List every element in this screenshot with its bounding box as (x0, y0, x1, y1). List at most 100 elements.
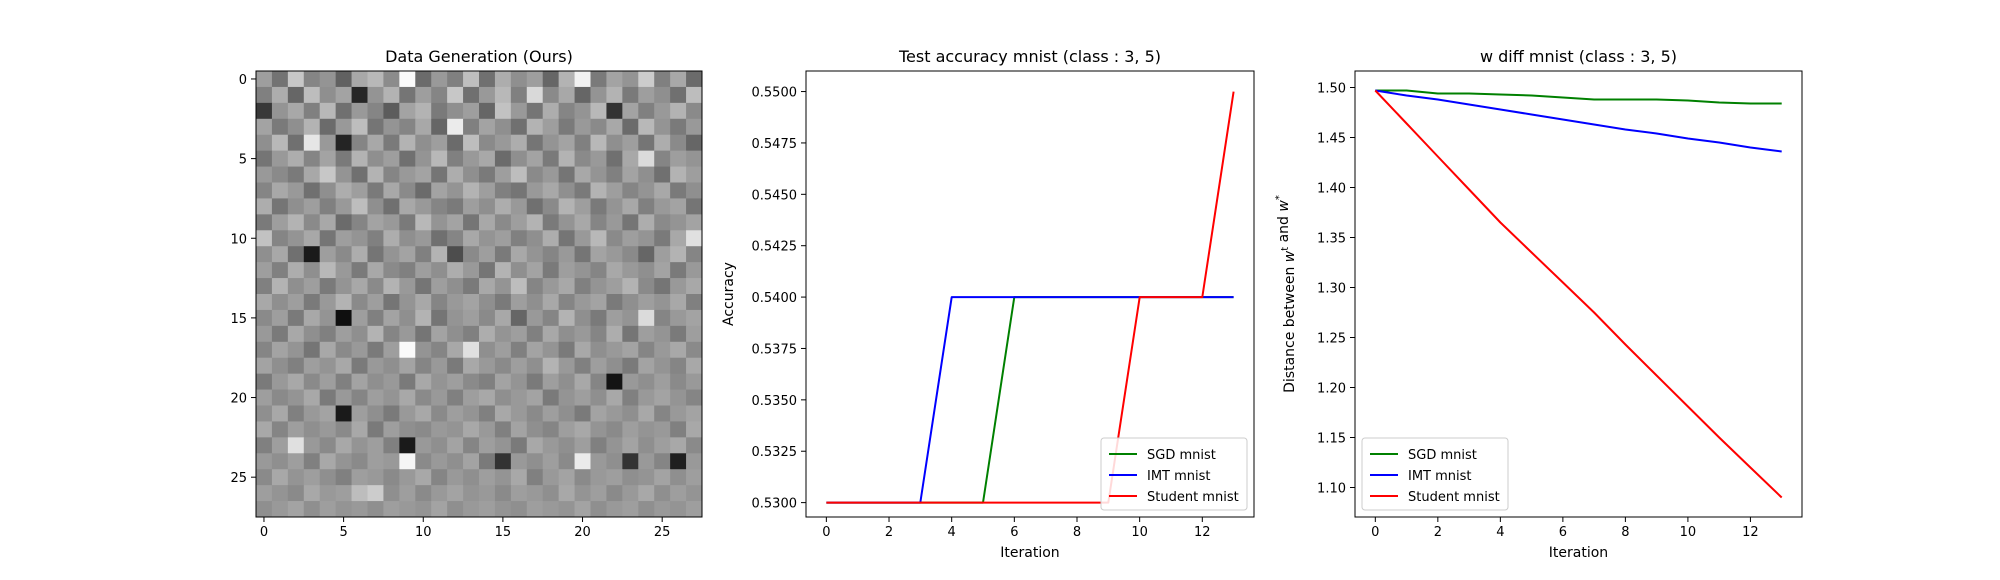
heatmap-cell (479, 389, 496, 406)
heatmap-cell (670, 71, 687, 88)
heatmap-cell (431, 294, 448, 311)
heatmap-cell (399, 357, 416, 375)
heatmap-cell (383, 262, 400, 279)
heatmap-cell (542, 469, 560, 486)
heatmap-cell (654, 405, 671, 422)
heatmap-frame (255, 70, 703, 518)
heatmap-cell (494, 469, 512, 486)
legend-entry: IMT mnist (1147, 469, 1211, 484)
heatmap-cell (670, 86, 687, 104)
heatmap-cell (271, 389, 289, 406)
heatmap-cell (494, 134, 512, 152)
heatmap-cell (510, 262, 528, 279)
heatmap-cell (479, 309, 496, 327)
heatmap-cell (590, 325, 607, 343)
heatmap-cell (622, 437, 639, 454)
heatmap-cell (622, 294, 639, 311)
heatmap-cell (558, 341, 575, 359)
heatmap-cell (622, 469, 639, 486)
heatmap-cell (526, 150, 544, 167)
heatmap-cell (542, 421, 560, 438)
heatmap-cell (256, 86, 273, 104)
heatmap-cell (542, 309, 560, 327)
x-tick-label: 0 (822, 525, 830, 540)
heatmap-cell (271, 294, 289, 311)
x-tick-label: 4 (1496, 525, 1504, 540)
heatmap-cell (351, 86, 368, 104)
heatmap-cell (479, 246, 496, 263)
heatmap-cell (447, 294, 464, 311)
heatmap-cell (574, 214, 591, 231)
x-tick-label: 6 (1010, 525, 1018, 540)
heatmap-cell (303, 453, 321, 470)
heatmap-cell (463, 86, 480, 104)
heatmap-cell (622, 485, 639, 502)
heatmap-cell (447, 182, 464, 199)
heatmap-cell (383, 214, 400, 231)
heatmap-cell (686, 405, 703, 422)
heatmap-cell (351, 262, 368, 279)
heatmap-cell (479, 325, 496, 343)
heatmap-cell (256, 501, 273, 518)
heatmap-cell (542, 405, 560, 422)
heatmap-cell (399, 134, 416, 152)
heatmap-cell (431, 118, 448, 136)
heatmap-cell (510, 71, 528, 88)
heatmap-cell (606, 134, 623, 152)
heatmap-cell (510, 453, 528, 470)
heatmap-cell (351, 214, 368, 231)
heatmap-cell (510, 485, 528, 502)
heatmap-cell (367, 166, 384, 183)
heatmap-cell (463, 405, 480, 422)
heatmap-cell (558, 230, 575, 247)
heatmap-cell (303, 246, 321, 263)
heatmap-cell (335, 501, 352, 518)
heatmap-cell (622, 389, 639, 406)
heatmap-cell (526, 325, 544, 343)
heatmap-cell (287, 230, 305, 247)
heatmap-cell (526, 309, 544, 327)
heatmap-cell (510, 405, 528, 422)
heatmap-cell (271, 357, 289, 375)
heatmap-cell (606, 230, 623, 247)
y-tick-label: 1.40 (1317, 182, 1346, 197)
heatmap-cell (670, 118, 687, 136)
heatmap-cell (558, 182, 575, 199)
heatmap-cell (463, 246, 480, 263)
heatmap-cell (271, 166, 289, 183)
heatmap-cell (590, 373, 607, 390)
heatmap-cell (367, 325, 384, 343)
heatmap-cell (654, 341, 671, 359)
heatmap-cell (542, 437, 560, 454)
heatmap-cell (686, 214, 703, 231)
heatmap-cell (654, 421, 671, 438)
heatmap-cell (542, 341, 560, 359)
heatmap-cell (431, 373, 448, 390)
heatmap-cell (383, 389, 400, 406)
heatmap-cell (431, 86, 448, 104)
heatmap-cell (670, 325, 687, 343)
legend-entry: SGD mnist (1147, 448, 1216, 463)
heatmap-cell (271, 118, 289, 136)
series-line (1375, 89, 1782, 153)
heatmap-cell (590, 198, 607, 215)
heatmap-cell (415, 373, 432, 390)
heatmap-cell (542, 150, 560, 167)
heatmap-cell (399, 421, 416, 438)
heatmap-cell (447, 309, 464, 327)
heatmap-cell (367, 501, 384, 518)
heatmap-cell (287, 421, 305, 438)
heatmap-cell (367, 421, 384, 438)
heatmap-cell (335, 341, 352, 359)
heatmap-cell (399, 469, 416, 486)
heatmap-cell (670, 150, 687, 167)
heatmap-cell (367, 262, 384, 279)
legend-entry: IMT mnist (1408, 469, 1472, 484)
heatmap-cell (319, 278, 337, 295)
heatmap-cell (303, 437, 321, 454)
heatmap-cell (256, 421, 273, 438)
heatmap-cell (526, 102, 544, 120)
heatmap-cell (335, 437, 352, 454)
heatmap-cell (303, 405, 321, 422)
heatmap-cell (494, 357, 512, 375)
